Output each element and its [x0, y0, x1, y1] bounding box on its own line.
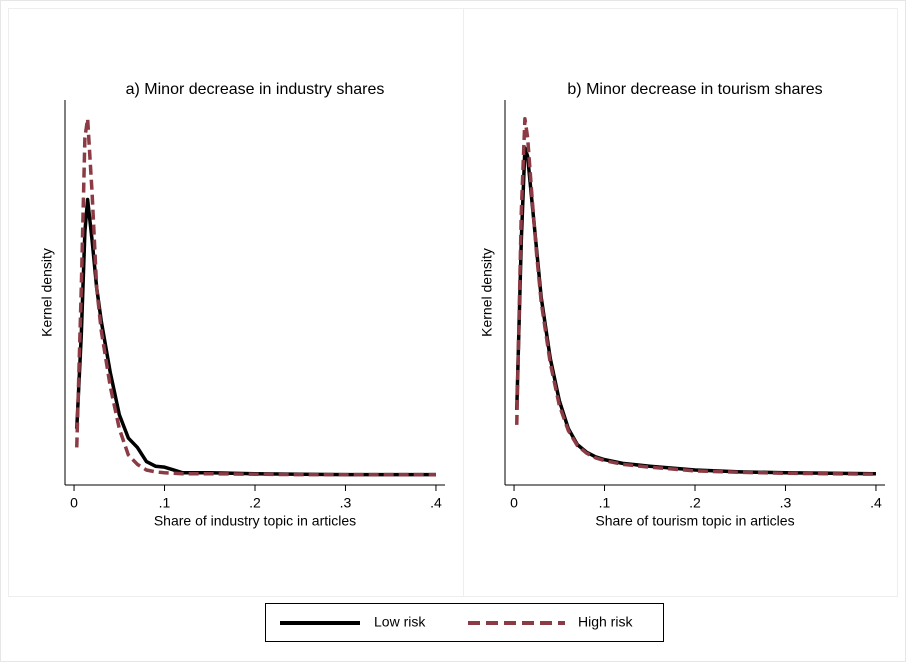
legend-label: Low risk [374, 614, 426, 630]
density-line [75, 197, 436, 477]
legend: Low risk High risk [265, 603, 664, 642]
panel-frame [463, 8, 898, 597]
y-axis-label: Kernel density [479, 248, 495, 337]
density-line [515, 117, 876, 476]
x-tick-label: .4 [870, 495, 882, 511]
chart-title: a) Minor decrease in industry shares [126, 81, 385, 98]
y-axis-label: Kernel density [39, 248, 55, 337]
x-tick-label: 0 [510, 495, 518, 511]
x-tick-label: .3 [340, 495, 352, 511]
density-line [75, 117, 436, 477]
legend-label: High risk [578, 614, 633, 630]
x-tick-label: .1 [159, 495, 171, 511]
x-axis-label: Share of industry topic in articles [154, 513, 356, 529]
x-tick-label: .2 [249, 495, 261, 511]
panel-frame [8, 8, 464, 597]
x-tick-label: .2 [689, 495, 701, 511]
x-tick-label: .1 [599, 495, 611, 511]
x-tick-label: .4 [430, 495, 442, 511]
x-tick-label: .3 [780, 495, 792, 511]
x-axis-label: Share of tourism topic in articles [595, 513, 794, 529]
chart-title: b) Minor decrease in tourism shares [567, 81, 822, 98]
x-tick-label: 0 [70, 495, 78, 511]
